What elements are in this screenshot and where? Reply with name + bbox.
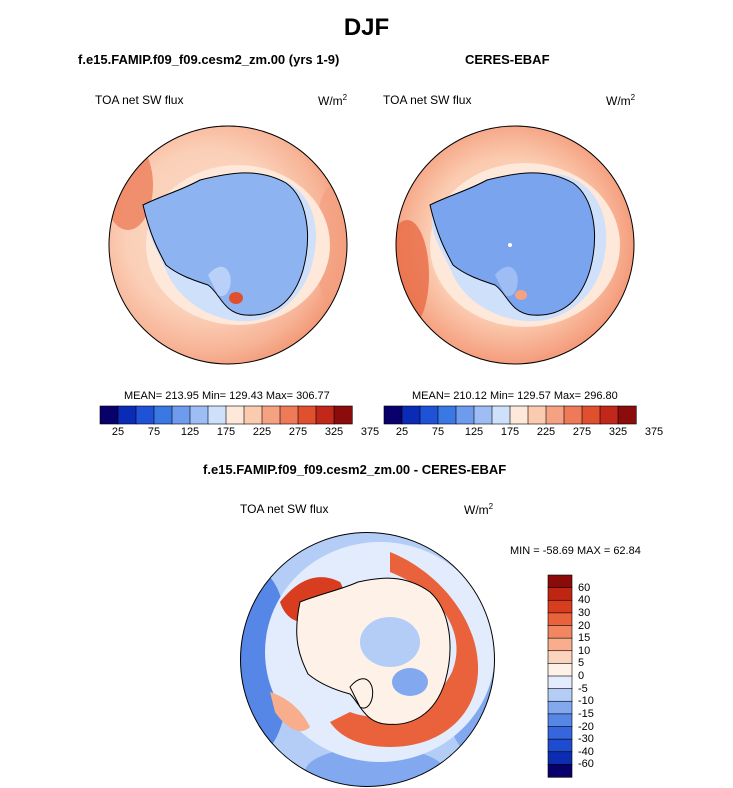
diff-panel-subtitle: f.e15.FAMIP.f09_f09.cesm2_zm.00 - CERES-…: [203, 462, 507, 477]
diff-colorbar-swatch: [547, 650, 573, 664]
diff-colorbar-tick-label: -10: [578, 695, 594, 708]
model-colorbar-swatch: [243, 405, 263, 425]
diff-colorbar-swatch: [547, 726, 573, 740]
model-stats: MEAN= 213.95 Min= 129.43 Max= 306.77: [124, 390, 330, 402]
model-colorbar-tick-label: 125: [180, 426, 200, 438]
diff-colorbar-tick-label: 10: [578, 644, 591, 657]
obs-variable-label: TOA net SW flux: [383, 93, 472, 107]
obs-colorbar-tick-label: 75: [431, 426, 445, 438]
model-polar-map: [108, 125, 348, 365]
obs-units-label: W/m2: [606, 93, 636, 108]
obs-colorbar-swatch: [437, 405, 457, 425]
model-colorbar-swatch: [171, 405, 191, 425]
model-colorbar: [99, 405, 353, 425]
model-colorbar-swatch: [207, 405, 227, 425]
diff-colorbar-tick-label: 20: [578, 619, 591, 632]
diff-colorbar-tick-label: 40: [578, 594, 591, 607]
model-colorbar-swatch: [261, 405, 281, 425]
model-colorbar-tick-label: 75: [147, 426, 161, 438]
main-title: DJF: [343, 14, 390, 41]
diff-colorbar-swatch: [547, 700, 573, 715]
model-colorbar-tick-label: 25: [111, 426, 125, 438]
model-colorbar-swatch: [189, 405, 209, 425]
diff-colorbar-swatch: [547, 713, 573, 728]
model-panel-subtitle: f.e15.FAMIP.f09_f09.cesm2_zm.00 (yrs 1-9…: [78, 52, 340, 67]
diff-colorbar-swatch: [547, 688, 573, 702]
model-colorbar-tick-label: 175: [216, 426, 236, 438]
obs-colorbar-swatch: [419, 405, 439, 425]
diff-colorbar-swatch: [547, 599, 573, 614]
obs-colorbar: [383, 405, 637, 425]
diff-colorbar-swatch: [547, 738, 573, 753]
obs-colorbar-ticks: 25 75 125 175 225 275 325 375: [384, 426, 663, 440]
model-colorbar-tick-label: 225: [252, 426, 272, 438]
diff-colorbar-tick-label: 60: [578, 581, 591, 594]
obs-colorbar-swatch: [527, 405, 547, 425]
obs-colorbar-swatch: [509, 405, 529, 425]
obs-stats: MEAN= 210.12 Min= 129.57 Max= 296.80: [412, 390, 618, 402]
diff-colorbar-swatch: [547, 587, 573, 601]
model-colorbar-swatch: [297, 405, 317, 425]
diff-polar-map: [240, 532, 495, 787]
diff-colorbar-tick-label: 0: [578, 670, 585, 682]
diff-colorbar-tick-label: -30: [578, 733, 594, 746]
diff-stats: MIN = -58.69 MAX = 62.84: [510, 545, 641, 557]
diff-colorbar-tick-label: -5: [578, 682, 588, 695]
obs-colorbar-swatch: [599, 405, 619, 425]
diff-colorbar-swatch: [547, 675, 573, 690]
diff-colorbar-tick-label: 5: [578, 657, 585, 670]
obs-colorbar-swatch: [491, 405, 511, 425]
obs-colorbar-swatch: [473, 405, 493, 425]
obs-colorbar-tick-label: 125: [464, 426, 484, 438]
obs-colorbar-swatch: [581, 405, 601, 425]
model-colorbar-swatch: [225, 405, 245, 425]
diff-colorbar-tick-label: -40: [578, 745, 594, 758]
diff-units-label: W/m2: [464, 502, 494, 517]
diff-colorbar-ticks: 60 40 30 20 15 10 5 0 -5 -10 -15 -20 -30 -40 -60: [578, 575, 618, 777]
diff-colorbar: [547, 574, 573, 778]
model-variable-label: TOA net SW flux: [95, 93, 184, 107]
obs-colorbar-tick-label: 375: [644, 426, 664, 438]
obs-panel-subtitle: CERES-EBAF: [465, 52, 550, 67]
model-units-label: W/m2: [318, 93, 348, 108]
obs-colorbar-swatch: [563, 405, 583, 425]
diff-colorbar-tick-label: -60: [578, 758, 594, 771]
diff-colorbar-swatch: [547, 663, 573, 677]
obs-colorbar-swatch: [455, 405, 475, 425]
diff-colorbar-tick-label: 15: [578, 632, 591, 645]
model-colorbar-tick-label: 375: [360, 426, 380, 438]
model-colorbar-swatch: [279, 405, 299, 425]
model-colorbar-ticks: 25 75 125 175 225 275 325 375: [100, 426, 379, 440]
obs-polar-map: [395, 125, 635, 365]
model-colorbar-swatch: [333, 405, 353, 425]
obs-colorbar-swatch: [545, 405, 565, 425]
obs-colorbar-tick-label: 325: [608, 426, 628, 438]
model-colorbar-tick-label: 275: [288, 426, 308, 438]
diff-colorbar-swatch: [547, 764, 573, 778]
diff-colorbar-swatch: [547, 612, 573, 627]
model-colorbar-tick-label: 325: [324, 426, 344, 438]
obs-colorbar-swatch: [383, 405, 403, 425]
obs-colorbar-swatch: [401, 405, 421, 425]
diff-colorbar-swatch: [547, 637, 573, 652]
obs-colorbar-tick-label: 225: [536, 426, 556, 438]
diff-colorbar-swatch: [547, 574, 573, 589]
diff-colorbar-tick-label: -20: [578, 720, 594, 733]
obs-colorbar-tick-label: 175: [500, 426, 520, 438]
model-colorbar-swatch: [99, 405, 119, 425]
diff-colorbar-swatch: [547, 625, 573, 639]
diff-variable-label: TOA net SW flux: [240, 502, 329, 516]
obs-colorbar-tick-label: 25: [395, 426, 409, 438]
diff-colorbar-tick-label: 30: [578, 606, 591, 619]
model-colorbar-swatch: [153, 405, 173, 425]
diff-colorbar-swatch: [547, 751, 573, 765]
model-colorbar-swatch: [315, 405, 335, 425]
model-colorbar-swatch: [135, 405, 155, 425]
diff-colorbar-tick-label: -15: [578, 707, 594, 720]
obs-colorbar-tick-label: 275: [572, 426, 592, 438]
obs-colorbar-swatch: [617, 405, 637, 425]
model-colorbar-swatch: [117, 405, 137, 425]
